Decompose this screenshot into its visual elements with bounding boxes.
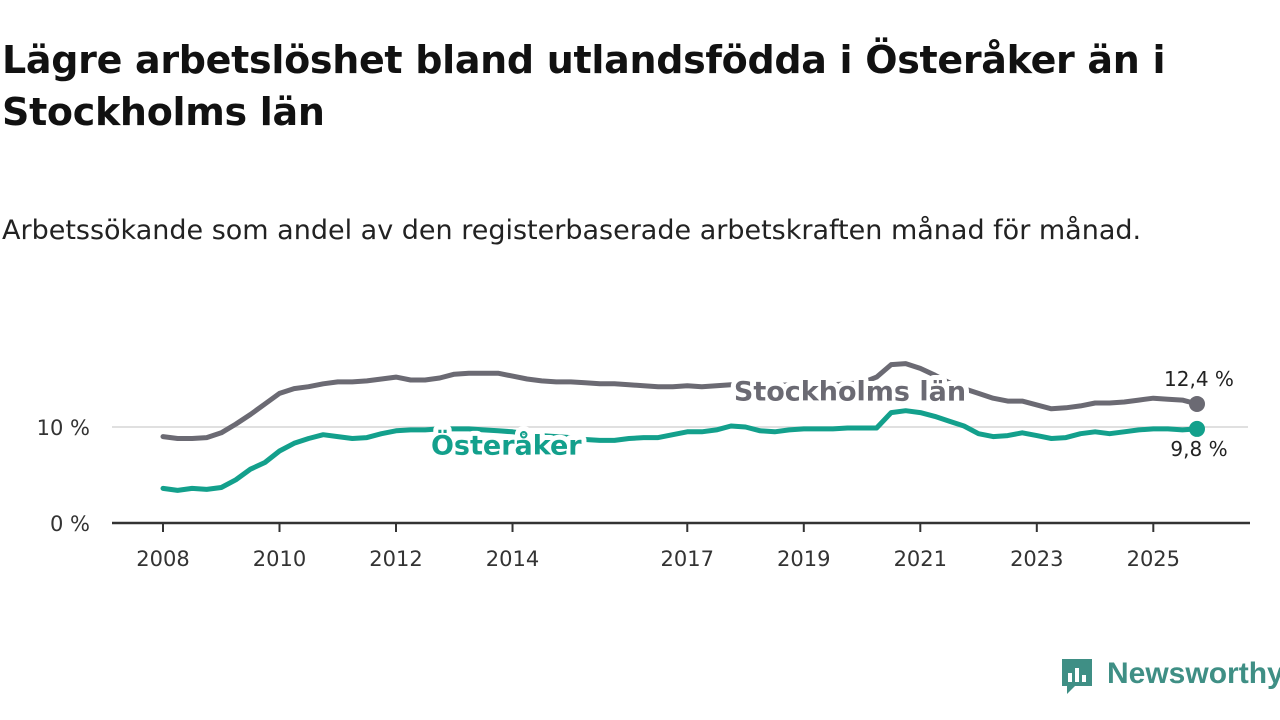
- series-lines: [160, 361, 1205, 493]
- end-point-stockholms-lan: [1189, 395, 1205, 412]
- series-line-osteraker: [160, 408, 1200, 493]
- x-tick-label: 2017: [661, 547, 714, 571]
- x-tick-label: 2008: [136, 547, 189, 571]
- newsworthy-chart-icon: [1062, 659, 1092, 694]
- newsworthy-logo: Newsworthy: [1059, 654, 1280, 698]
- x-tick-label: 2023: [1010, 547, 1063, 571]
- x-tick-label: 2025: [1127, 547, 1180, 571]
- x-tick-label: 2021: [894, 547, 947, 571]
- chart-title: Lägre arbetslöshet bland utlandsfödda i …: [2, 38, 1166, 134]
- series-labels: 12,4 % 9,8 % Stockholms län Österåker: [426, 367, 1234, 466]
- brand-name: Newsworthy: [1107, 657, 1280, 690]
- series-name-label: Stockholms län: [734, 377, 966, 408]
- end-value-label: 9,8 %: [1170, 437, 1227, 461]
- x-tick-label: 2012: [369, 547, 422, 571]
- y-tick-label: 0 %: [50, 512, 90, 536]
- end-point-osteraker: [1189, 420, 1205, 437]
- end-value-label: 12,4 %: [1164, 367, 1234, 391]
- y-tick-label: 10 %: [37, 416, 90, 440]
- chart-subtitle: Arbetssökande som andel av den registerb…: [2, 215, 1142, 246]
- x-tick-label: 2019: [777, 547, 830, 571]
- x-tick-label: 2010: [253, 547, 306, 571]
- series-name-label: Österåker: [431, 428, 582, 461]
- series-line-stockholms-lan: [160, 361, 1200, 441]
- axes: 0 % 10 % 2008 2010 2012 2014 2017 2019 2021 2023 2…: [37, 416, 1250, 571]
- x-tick-label: 2014: [486, 547, 539, 571]
